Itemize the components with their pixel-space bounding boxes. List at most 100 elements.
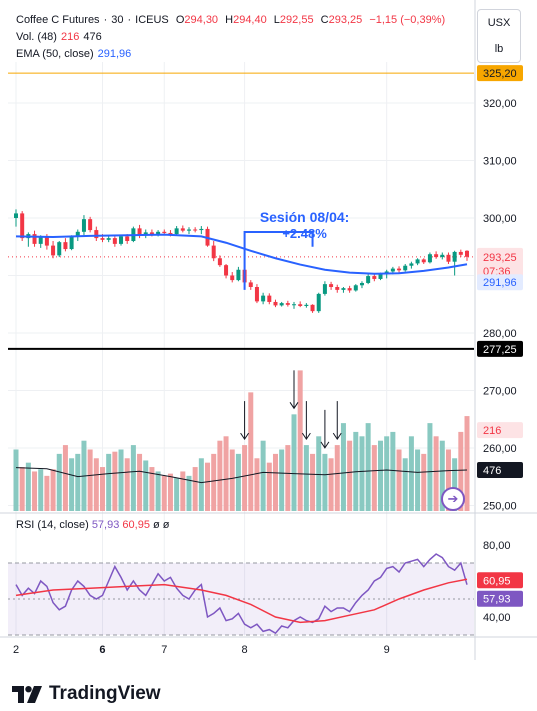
volume-bar xyxy=(235,453,241,511)
ema-legend[interactable]: EMA (50, close) 291,96 xyxy=(16,47,135,61)
volume-bar xyxy=(340,423,346,511)
rsi-tick-label: 80,00 xyxy=(483,540,511,552)
volume-ma-series xyxy=(15,467,468,484)
candle-body xyxy=(119,236,124,244)
candle-body xyxy=(403,265,408,271)
currency-label[interactable]: USX xyxy=(487,17,511,29)
ohlc-open: O294,30 xyxy=(175,14,219,26)
time-tick-label: 9 xyxy=(384,644,390,656)
candle-body xyxy=(279,303,284,306)
alert-price-tag: 325,20 xyxy=(483,68,517,80)
last-price-tag: 293,25 xyxy=(483,252,517,264)
volume-legend[interactable]: Vol. (48) 216 476 xyxy=(16,30,106,44)
volume-last-tag-bg xyxy=(477,422,523,439)
candle-body xyxy=(217,258,222,266)
support-price-tag: 277,25 xyxy=(483,344,517,356)
ema-label[interactable]: EMA (50, close) xyxy=(16,48,94,60)
price-tags: 325,20293,2507:36291,96277,2547621660,95… xyxy=(477,65,523,607)
currency-unit-selector[interactable]: USX lb xyxy=(477,9,521,63)
candle-body xyxy=(81,219,86,232)
alert-price-tag-bg xyxy=(477,65,523,82)
volume-last-tag: 216 xyxy=(483,425,501,437)
volume-bar xyxy=(310,453,316,511)
candle-body xyxy=(248,282,253,287)
volume-bar xyxy=(266,462,272,511)
rsi-legend[interactable]: RSI (14, close) 57,93 60,95 ø ø xyxy=(16,519,170,531)
rsi-value: 57,93 xyxy=(91,519,120,531)
arrow-right-icon: ➔ xyxy=(447,491,459,506)
volume-bar xyxy=(44,475,50,511)
candle-body xyxy=(100,238,105,240)
scroll-to-realtime-button[interactable]: ➔ xyxy=(441,487,465,511)
axes[interactable]: 320,00310,00300,00290,00280,00270,00260,… xyxy=(13,98,517,656)
arrow-down-icon xyxy=(301,432,311,440)
annotations[interactable]: Sesión 08/04:+2.48% xyxy=(240,209,350,449)
price-tick-label: 250,00 xyxy=(483,501,517,513)
volume-bar xyxy=(130,445,136,511)
volume-bar xyxy=(242,445,248,511)
candle-body xyxy=(273,301,278,306)
rsi-label[interactable]: RSI (14, close) xyxy=(16,519,89,531)
time-tick-label: 6 xyxy=(99,644,105,656)
rsi-lines xyxy=(15,553,468,635)
horizontal-lines[interactable] xyxy=(8,72,474,350)
volume-bar xyxy=(408,436,414,511)
volume-bar xyxy=(186,475,192,511)
volume-bar xyxy=(390,431,396,511)
candle-body xyxy=(51,245,56,256)
candle-body xyxy=(397,268,402,271)
volume-bar xyxy=(445,449,451,511)
candle-body xyxy=(409,263,414,266)
volume-bar xyxy=(143,460,149,511)
volume-bar xyxy=(248,392,254,511)
ohlc-change: −1,15 (−0,39%) xyxy=(369,14,446,26)
volume-bar xyxy=(93,458,99,511)
time-tick-label: 7 xyxy=(161,644,167,656)
volume-ma-line xyxy=(15,467,468,484)
candle-body xyxy=(440,254,445,258)
candle-body xyxy=(88,219,93,231)
interval-sep: · xyxy=(103,14,108,26)
candle-body xyxy=(199,228,204,231)
volume-bar xyxy=(137,453,143,511)
volume-bar xyxy=(118,449,124,511)
candle-body xyxy=(224,265,229,276)
rsi-band xyxy=(8,562,474,636)
volume-label[interactable]: Vol. (48) xyxy=(16,31,57,43)
candle-body xyxy=(415,259,420,264)
symbol-name[interactable]: Coffee C Futures xyxy=(16,14,100,26)
volume-bar xyxy=(32,471,38,511)
volume-bar xyxy=(439,440,445,511)
rsi-ma-series xyxy=(15,578,468,624)
rsi-ma-value: 60,95 xyxy=(122,519,150,531)
volume-bar xyxy=(421,453,427,511)
exchange-sep: · xyxy=(127,14,132,26)
annotation-change: +2.48% xyxy=(282,226,327,241)
volume-bar xyxy=(50,469,56,511)
candle-body xyxy=(292,304,297,306)
volume-bar xyxy=(303,445,309,511)
volume-bar xyxy=(365,423,371,511)
volume-bar xyxy=(19,467,25,511)
candle-body xyxy=(465,250,469,257)
volume-bar xyxy=(69,458,75,511)
candle-body xyxy=(38,236,43,244)
volume-bar xyxy=(161,475,167,511)
volume-bar xyxy=(359,436,365,511)
symbol-legend[interactable]: Coffee C Futures · 30 · ICEUS O294,30 H294,4… xyxy=(16,13,449,27)
arrow-down-icon xyxy=(320,441,330,449)
volume-bar xyxy=(106,453,112,511)
ohlc-high: H294,40 xyxy=(225,14,267,26)
volume-ma-tag: 476 xyxy=(483,465,501,477)
volume-bar xyxy=(396,449,402,511)
volume-bar xyxy=(75,453,81,511)
volume-bar xyxy=(205,462,211,511)
candle-body xyxy=(298,304,303,306)
unit-label[interactable]: lb xyxy=(494,43,504,55)
candle-body xyxy=(174,228,179,235)
volume-bars xyxy=(13,370,470,511)
tradingview-logo[interactable]: TradingView xyxy=(12,682,161,706)
time-tick-label: 8 xyxy=(242,644,248,656)
candle-body xyxy=(341,288,346,290)
